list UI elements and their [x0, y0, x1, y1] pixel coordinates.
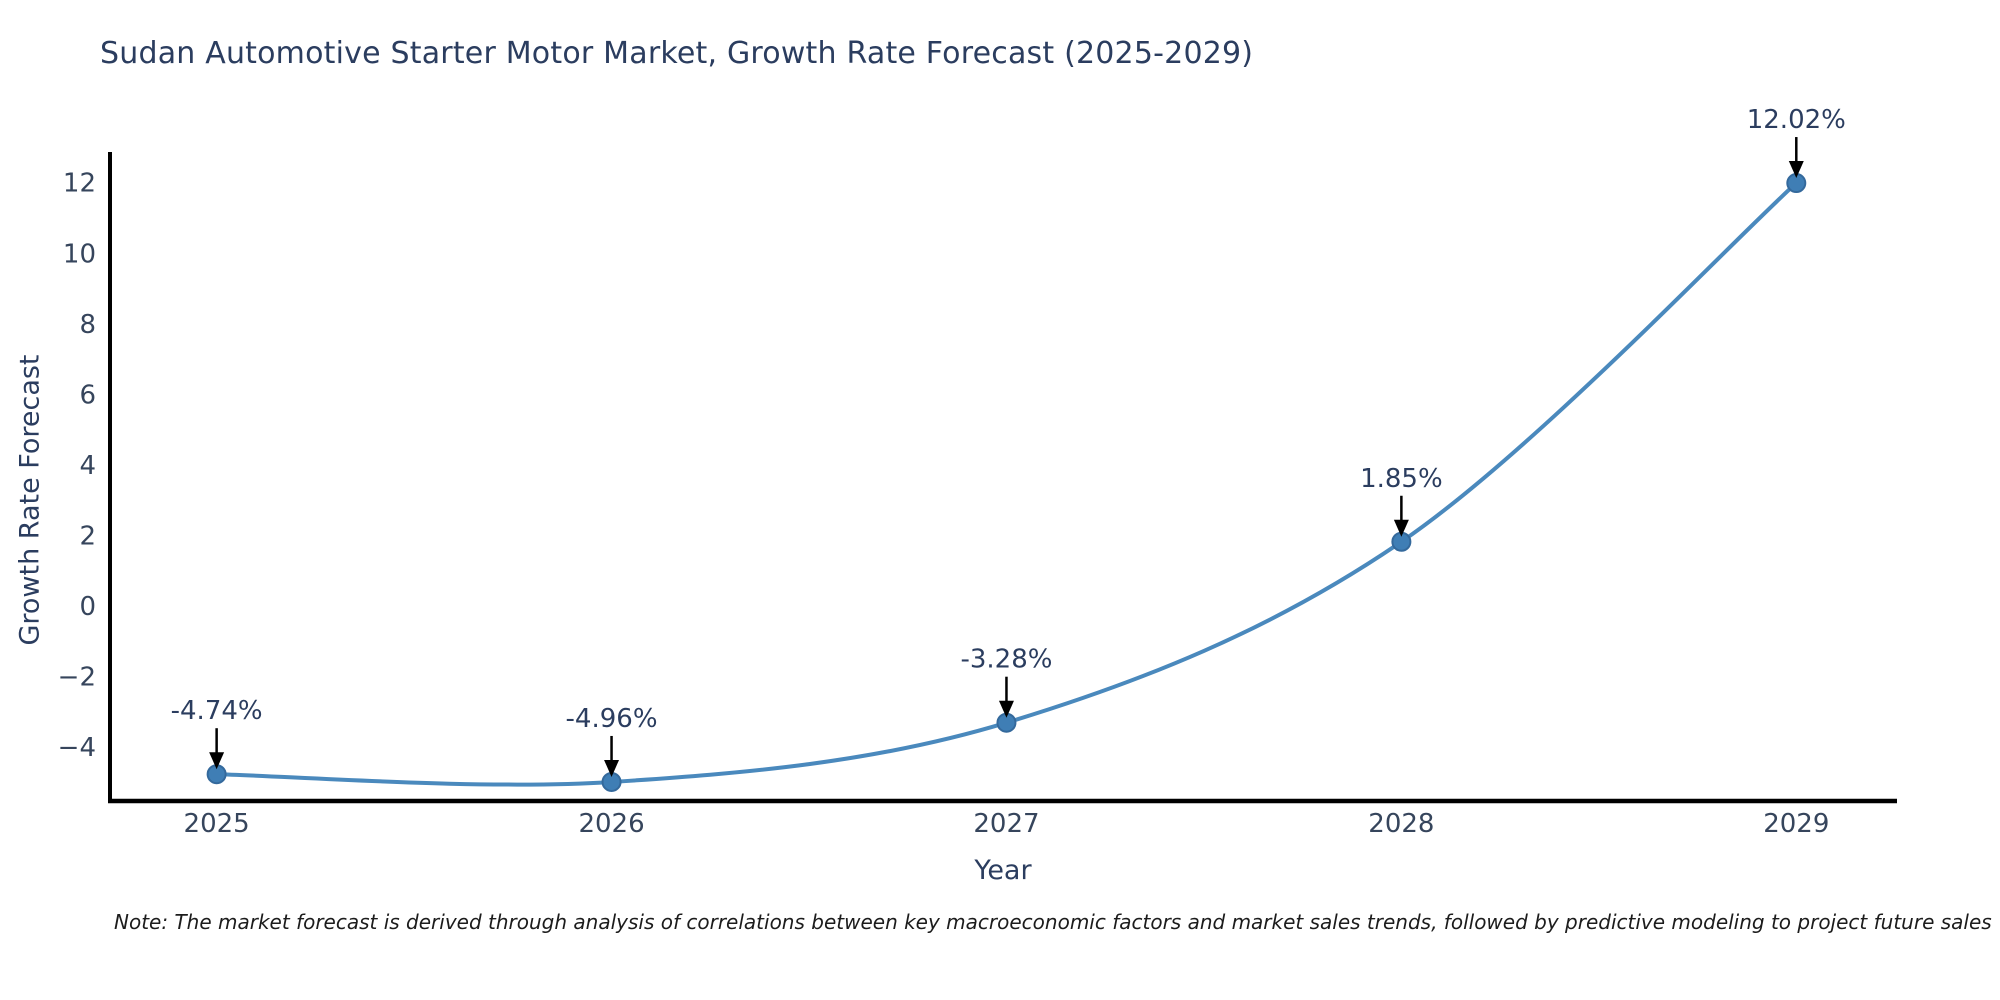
- line-series: [206, 173, 1807, 792]
- y-tick-label: −2: [58, 663, 96, 693]
- y-tick-label: 0: [79, 592, 96, 622]
- y-tick-label: 10: [63, 239, 96, 269]
- annotation-arrowhead: [998, 700, 1014, 718]
- point-value-label: -4.96%: [566, 704, 658, 734]
- footnote: Note: The market forecast is derived thr…: [114, 910, 1992, 934]
- axis-lines: [108, 152, 1897, 804]
- annotation-arrowhead: [604, 759, 620, 777]
- y-tick-label: 8: [79, 310, 96, 340]
- point-value-label: 12.02%: [1747, 105, 1846, 135]
- x-tick-label: 2025: [184, 809, 250, 839]
- x-tick-label: 2026: [578, 809, 644, 839]
- x-tick-label: 2029: [1763, 809, 1829, 839]
- annotation-arrowhead: [209, 752, 225, 770]
- point-value-label: 1.85%: [1360, 464, 1443, 494]
- point-value-label: -3.28%: [960, 645, 1052, 675]
- chart-title: Sudan Automotive Starter Motor Market, G…: [100, 36, 1254, 71]
- tick-labels: −4 −2 0 2 4 6 8 10 12 2025 2026 2027 2028 2029: [58, 169, 1830, 839]
- point-annotations: -4.74% -4.96% -3.28% 1.85% 12.02%: [171, 105, 1846, 777]
- annotation-arrowhead: [1393, 519, 1409, 537]
- point-value-label: -4.74%: [171, 696, 263, 726]
- x-tick-label: 2028: [1368, 809, 1434, 839]
- x-tick-label: 2027: [973, 809, 1039, 839]
- growth-rate-line: [214, 181, 1799, 787]
- y-tick-label: 2: [79, 521, 96, 551]
- annotation-arrowhead: [1788, 161, 1804, 179]
- y-tick-label: 6: [79, 380, 96, 410]
- y-tick-label: −4: [58, 733, 96, 763]
- y-tick-label: 12: [63, 169, 96, 199]
- y-tick-label: 4: [79, 451, 96, 481]
- x-axis-title: Year: [974, 855, 1032, 886]
